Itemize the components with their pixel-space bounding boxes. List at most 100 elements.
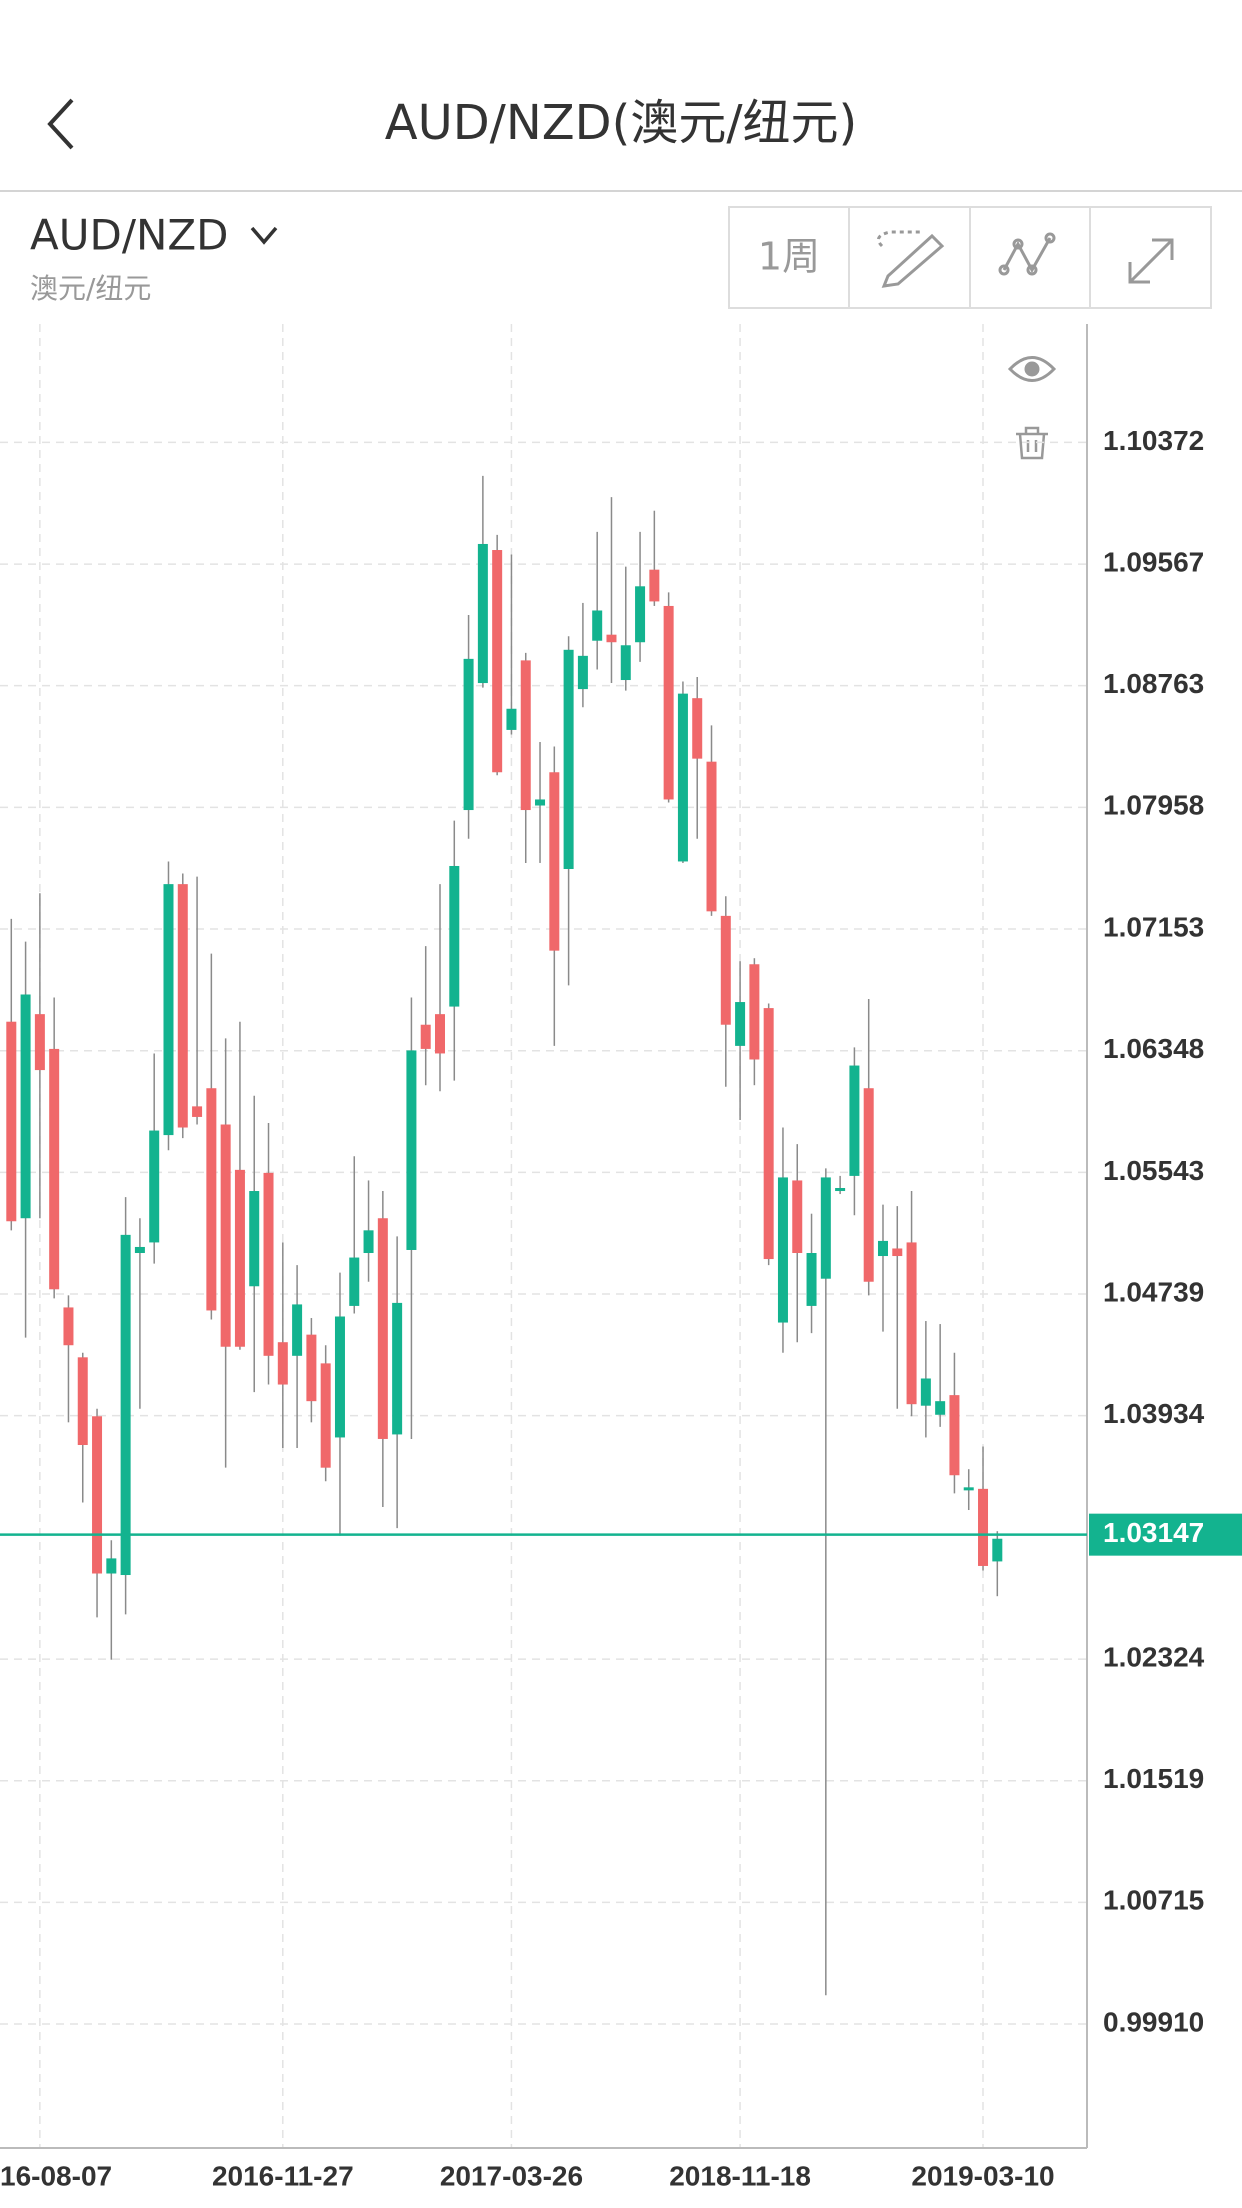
candle-body	[706, 761, 717, 912]
candle-body	[249, 1191, 260, 1287]
candle-body	[663, 605, 674, 800]
last-price-badge	[1089, 1513, 1242, 1556]
candle-body	[392, 1302, 403, 1435]
x-tick-label: 2016-11-27	[212, 2160, 354, 2191]
candle-body	[849, 1065, 860, 1176]
candle-body	[63, 1307, 74, 1346]
symbol-dropdown-icon[interactable]	[250, 226, 278, 245]
candle-body	[749, 964, 760, 1060]
candle-body	[606, 634, 617, 643]
x-tick-label: 2018-11-18	[669, 2160, 811, 2191]
candle-body	[292, 1304, 303, 1356]
candle-body	[20, 994, 31, 1219]
indicator-button[interactable]	[998, 232, 1056, 276]
candle-body	[192, 1106, 203, 1117]
candle-body	[463, 658, 474, 811]
y-tick-label: 0.99910	[1103, 2006, 1204, 2037]
visibility-button[interactable]	[1007, 356, 1057, 382]
y-tick-label: 1.07958	[1103, 790, 1204, 821]
candle-body	[134, 1246, 145, 1254]
candle-body	[677, 693, 688, 862]
candle-body	[334, 1316, 345, 1438]
candle-body	[263, 1172, 274, 1356]
candle-body	[106, 1558, 117, 1574]
candle-body	[577, 655, 588, 690]
candle-body	[949, 1395, 960, 1476]
candle-body	[620, 645, 631, 681]
candle-body	[220, 1124, 231, 1347]
fullscreen-button[interactable]	[1128, 238, 1174, 284]
candle-body	[77, 1357, 88, 1446]
candle-body	[306, 1334, 317, 1402]
candle-body	[277, 1342, 288, 1385]
y-tick-label: 1.03934	[1103, 1398, 1205, 1429]
y-tick-label: 1.08763	[1103, 668, 1204, 699]
candle-body	[806, 1253, 817, 1306]
y-tick-label: 1.04739	[1103, 1276, 1204, 1307]
candle-body	[877, 1240, 888, 1257]
candle-body	[635, 586, 646, 643]
candle-body	[34, 1014, 45, 1071]
candle-body	[320, 1363, 331, 1468]
candle-body	[906, 1242, 917, 1405]
candle-body	[963, 1487, 974, 1491]
back-button[interactable]	[47, 98, 74, 150]
candle-body	[535, 799, 546, 806]
candle-body	[978, 1488, 989, 1566]
candle-body	[777, 1177, 788, 1323]
candle-body	[763, 1008, 774, 1260]
candle-body	[120, 1234, 131, 1576]
candle-body	[363, 1230, 374, 1254]
candle-body	[406, 1050, 417, 1250]
symbol-selector[interactable]: AUD/NZD	[30, 211, 229, 260]
symbol-subtitle: 澳元/纽元	[30, 272, 151, 305]
x-tick-label: 2017-03-26	[440, 2160, 583, 2191]
candle-body	[435, 1014, 445, 1054]
candle-body	[163, 884, 174, 1136]
candle-body	[177, 884, 188, 1128]
candle-body	[92, 1416, 103, 1574]
period-button[interactable]: 1周	[758, 235, 820, 279]
candle-body	[149, 1130, 160, 1243]
candle-body	[234, 1169, 245, 1347]
candle-body	[649, 569, 660, 602]
x-tick-label: 16-08-07	[0, 2160, 112, 2191]
candle-body	[520, 660, 531, 811]
y-tick-label: 1.05543	[1103, 1155, 1204, 1186]
last-price-label: 1.03147	[1103, 1517, 1204, 1548]
y-tick-label: 1.10372	[1103, 425, 1204, 456]
candle-body	[792, 1180, 803, 1254]
x-tick-label: 2019-03-10	[911, 2160, 1054, 2191]
y-tick-label: 1.01519	[1103, 1763, 1204, 1794]
delete-button[interactable]	[1016, 426, 1048, 460]
candle-body	[206, 1088, 217, 1311]
candle-body	[735, 1002, 746, 1046]
y-tick-label: 1.09567	[1103, 546, 1204, 577]
candle-body	[720, 915, 731, 1025]
y-tick-label: 1.00715	[1103, 1885, 1204, 1916]
y-tick-label: 1.06348	[1103, 1033, 1204, 1064]
candle-body	[592, 610, 603, 641]
candle-body	[563, 649, 574, 870]
candle-body	[49, 1048, 60, 1290]
candle-body	[992, 1538, 1003, 1562]
draw-tool-button[interactable]	[876, 230, 945, 288]
candle-body	[449, 865, 460, 1007]
toolbar	[728, 206, 1212, 309]
candle-body	[477, 543, 488, 684]
candle-body	[892, 1248, 903, 1257]
candle-body	[835, 1188, 846, 1192]
candle-body	[935, 1401, 946, 1415]
candle-body	[506, 708, 517, 730]
y-tick-label: 1.02324	[1103, 1641, 1205, 1672]
candle-body	[920, 1378, 931, 1406]
candle-body	[820, 1177, 831, 1279]
candle-body	[549, 772, 560, 951]
page-title: AUD/NZD(澳元/纽元)	[385, 95, 857, 151]
candle-body	[349, 1257, 360, 1306]
candle-body	[492, 550, 503, 773]
candle-body	[420, 1024, 431, 1049]
candle-body	[6, 1021, 17, 1222]
